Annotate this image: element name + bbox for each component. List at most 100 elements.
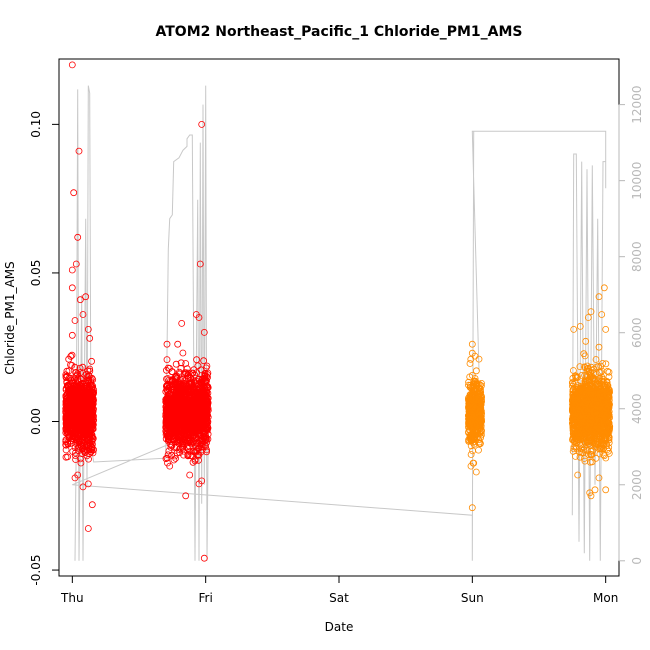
data-point	[77, 397, 85, 404]
y-tick-label: 0.05	[29, 260, 43, 287]
data-point	[194, 451, 202, 459]
data-point	[88, 443, 96, 451]
data-point	[80, 404, 87, 412]
data-point	[74, 471, 82, 479]
data-point	[203, 446, 211, 454]
data-point	[72, 412, 80, 420]
data-point	[83, 415, 90, 423]
data-point	[71, 444, 79, 452]
data-point	[81, 428, 89, 436]
points-layer	[62, 61, 614, 562]
data-point	[64, 387, 72, 395]
data-point	[75, 147, 83, 155]
y2-tick-label: 6000	[630, 317, 644, 348]
data-point	[68, 351, 76, 359]
data-point	[183, 443, 191, 451]
y-tick-label: -0.05	[29, 555, 43, 586]
data-point	[89, 390, 97, 398]
data-point	[68, 411, 76, 419]
data-point	[75, 378, 83, 386]
x-axis-label: Date	[325, 620, 354, 634]
data-point	[71, 317, 79, 324]
data-point	[68, 331, 76, 339]
y-tick-label: 0.00	[29, 408, 43, 435]
data-point	[62, 374, 70, 382]
data-point	[82, 293, 90, 301]
data-point	[78, 443, 86, 451]
chart-title: ATOM2 Northeast_Pacific_1 Chloride_PM1_A…	[156, 24, 523, 40]
data-point	[69, 396, 76, 404]
x-tick-label: Thu	[60, 591, 84, 605]
data-point	[89, 434, 97, 442]
x-tick-label: Mon	[593, 591, 618, 605]
data-point	[68, 284, 76, 292]
data-point	[67, 352, 75, 360]
data-point	[82, 448, 89, 456]
data-point	[82, 390, 89, 397]
data-point	[67, 392, 75, 400]
data-point	[87, 401, 94, 409]
data-point	[85, 443, 92, 451]
altitude-line	[72, 85, 607, 561]
data-point	[72, 456, 79, 463]
data-point	[164, 451, 172, 459]
data-point	[88, 421, 96, 429]
data-point	[88, 357, 95, 365]
data-point	[71, 363, 79, 371]
x-tick-label: Sun	[461, 591, 484, 605]
data-point	[88, 384, 96, 392]
data-point	[67, 402, 75, 410]
y2-tick-label: 8000	[630, 241, 644, 272]
data-point	[64, 383, 72, 391]
data-point	[88, 501, 96, 509]
data-point	[63, 401, 71, 408]
data-point	[68, 61, 76, 69]
data-point	[71, 423, 79, 431]
altitude-line-layer	[72, 85, 607, 561]
data-point	[84, 525, 92, 532]
data-point	[72, 260, 80, 268]
data-point	[86, 365, 94, 373]
data-point	[79, 363, 87, 371]
data-point	[70, 189, 78, 197]
data-point	[85, 372, 93, 380]
data-point	[70, 436, 78, 443]
data-point	[85, 376, 93, 384]
data-point	[65, 367, 73, 375]
data-point	[84, 325, 92, 333]
data-point	[85, 455, 92, 463]
data-point	[64, 423, 71, 431]
y2-tick-label: 12000	[630, 86, 644, 124]
data-point	[62, 409, 70, 417]
data-point	[64, 440, 72, 448]
data-point	[86, 442, 94, 449]
x-tick-label: Fri	[199, 591, 213, 605]
data-point	[74, 375, 82, 383]
data-point	[77, 455, 84, 463]
data-point	[84, 480, 92, 488]
data-point	[79, 432, 86, 440]
y2-tick-label: 2000	[630, 469, 644, 500]
data-point	[79, 483, 87, 491]
data-point	[79, 311, 87, 318]
y2-tick-label: 4000	[630, 393, 644, 424]
data-point	[76, 410, 84, 418]
y2-tick-label: 10000	[630, 162, 644, 200]
data-point	[74, 233, 82, 241]
y-tick-label: 0.10	[29, 111, 43, 138]
data-point	[179, 349, 187, 357]
data-point	[67, 374, 74, 382]
data-point	[84, 407, 92, 415]
data-point	[64, 453, 71, 461]
data-point	[62, 385, 70, 392]
data-point	[68, 266, 76, 274]
data-point	[72, 369, 80, 376]
x-tick-label: Sat	[329, 591, 349, 605]
data-point	[73, 371, 81, 379]
data-point	[76, 296, 84, 304]
data-point	[87, 416, 95, 424]
data-point	[86, 334, 94, 342]
data-point	[83, 424, 91, 432]
